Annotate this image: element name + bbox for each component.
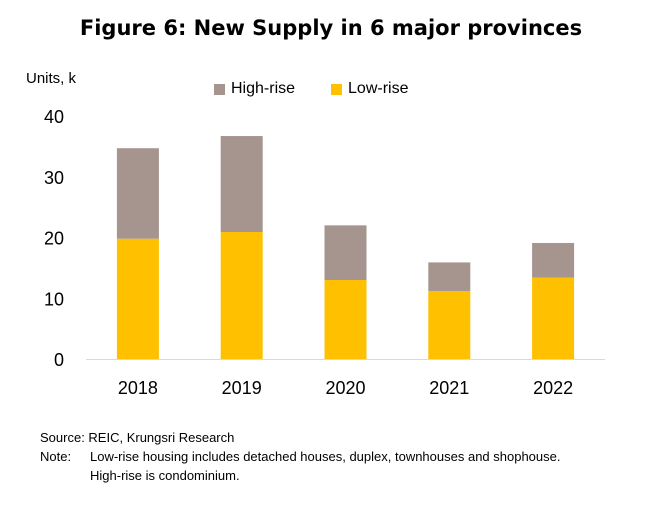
bars-group	[116, 136, 575, 359]
source-note: Source: REIC, Krungsri Research	[40, 430, 235, 445]
x-tick-label-2021: 2021	[429, 378, 469, 398]
x-tick-label-2018: 2018	[118, 378, 158, 398]
x-tick-label-2020: 2020	[325, 378, 365, 398]
y-axis-unit-label: Units, k	[26, 70, 77, 87]
x-tick-label-2019: 2019	[222, 378, 262, 398]
legend-label-low-rise: Low-rise	[348, 80, 409, 97]
x-tick-labels: 2018 2019 2020 2021 2022	[118, 378, 573, 398]
legend-label-high-rise: High-rise	[231, 80, 296, 97]
note-line-2: High-rise is condominium.	[90, 468, 240, 483]
chart-title: Figure 6: New Supply in 6 major province…	[79, 16, 583, 40]
y-tick-label-40: 40	[44, 107, 64, 127]
note-line-1: Low-rise housing includes detached house…	[90, 449, 561, 464]
bar-high-rise-2021	[428, 262, 471, 291]
bar-high-rise-2020	[324, 225, 367, 281]
bar-low-rise-2018	[116, 238, 159, 359]
footnote: Note: Low-rise housing includes detached …	[40, 447, 561, 485]
y-tick-label-30: 30	[44, 168, 64, 188]
legend-swatch-low-rise	[331, 83, 343, 95]
y-tick-labels: 0 10 20 30 40	[44, 107, 64, 370]
note-label: Note:	[40, 449, 72, 464]
x-tick-label-2022: 2022	[533, 378, 573, 398]
bar-low-rise-2019	[220, 232, 263, 359]
y-tick-label-20: 20	[44, 229, 64, 249]
bar-high-rise-2019	[220, 136, 263, 233]
bar-low-rise-2021	[428, 290, 471, 359]
y-tick-label-10: 10	[44, 289, 64, 309]
bar-low-rise-2022	[532, 277, 575, 359]
legend: High-rise Low-rise	[214, 80, 444, 98]
legend-swatch-high-rise	[214, 83, 225, 95]
bar-high-rise-2022	[532, 242, 575, 278]
legend-item-low-rise: Low-rise	[331, 80, 408, 98]
bar-high-rise-2018	[116, 148, 159, 239]
y-tick-label-0: 0	[54, 350, 64, 370]
legend-item-high-rise: High-rise	[214, 80, 295, 98]
bar-low-rise-2020	[324, 280, 367, 359]
